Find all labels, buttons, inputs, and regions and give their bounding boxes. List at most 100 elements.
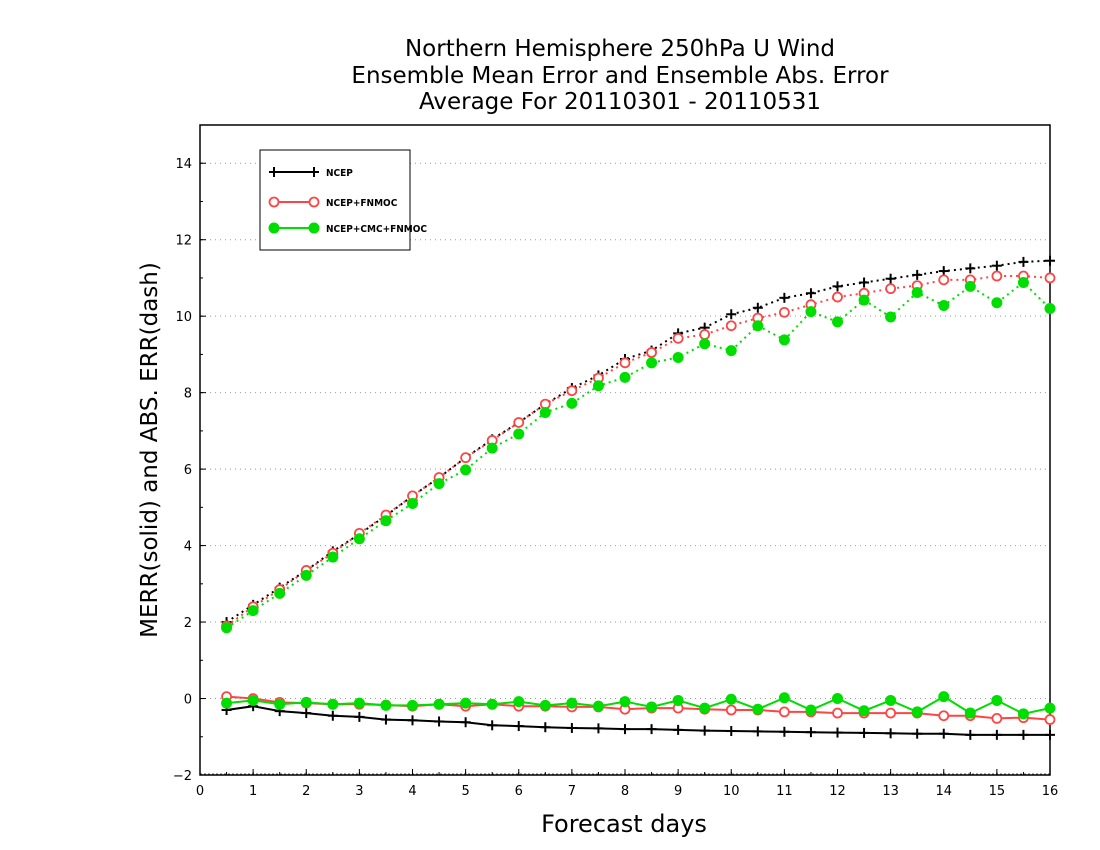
plus-marker [593,723,604,734]
plus-marker [540,722,551,733]
x-tick-label: 13 [882,784,899,799]
legend-label: NCEP+FNMOC [326,198,398,209]
filled-circle-marker [353,697,365,709]
plus-marker [309,167,319,177]
filled-circle-marker [1017,277,1029,289]
plus-marker [460,717,471,728]
filled-circle-marker [752,320,764,332]
open-circle-marker [646,347,657,358]
x-tick-label: 2 [302,784,310,799]
plus-marker [646,724,657,735]
open-circle-marker [885,283,897,295]
plus-marker [699,725,710,736]
legend-label: NCEP [326,168,353,179]
plus-marker [354,711,365,722]
filled-circle-marker [221,697,233,709]
filled-circle-marker [832,316,843,328]
filled-circle-marker [274,698,286,710]
filled-circle-marker [308,222,320,234]
plus-marker [991,729,1002,740]
series-ncep [221,255,1055,740]
x-tick-label: 16 [1042,784,1059,799]
x-tick-label: 15 [989,784,1006,799]
plus-marker [269,167,279,177]
open-circle-marker [513,417,525,428]
x-axis-label: Forecast days [541,810,707,838]
x-tick-label: 10 [723,784,740,799]
y-tick-label: 10 [175,310,192,325]
filled-circle-marker [646,701,658,713]
plus-marker [912,728,923,739]
series-ncep-fnmoc [221,270,1056,725]
legend-label: NCEP+CMC+FNMOC [326,224,427,235]
filled-circle-marker [725,345,737,357]
filled-circle-marker [221,622,233,634]
plus-marker [1018,256,1029,267]
filled-circle-marker [300,696,312,708]
filled-circle-marker [592,700,604,712]
open-circle-marker [1044,714,1056,725]
filled-circle-marker [672,694,684,706]
y-tick-label: −2 [173,769,192,784]
filled-circle-marker [964,707,976,719]
open-circle-marker [725,320,737,332]
plus-marker [938,266,949,277]
open-circle-marker [832,707,843,719]
filled-circle-marker [832,693,843,705]
plus-marker [859,727,870,738]
plus-marker [566,722,577,733]
x-tick-label: 8 [621,784,629,799]
series-group [221,255,1056,740]
filled-circle-marker [274,587,286,599]
filled-circle-marker [938,299,950,311]
plus-marker [859,277,870,288]
open-circle-marker [268,196,280,208]
abs-err-line [226,259,1051,623]
filled-circle-marker [460,697,472,709]
plus-marker [885,728,896,739]
plus-marker [673,724,684,735]
filled-circle-marker [778,334,790,346]
filled-circle-marker [300,569,312,581]
filled-circle-marker [486,698,498,710]
plus-marker [965,263,976,274]
legend-entry: NCEP+FNMOC [268,196,398,209]
plus-marker [912,269,923,280]
plus-marker [434,716,445,727]
plus-marker [805,727,816,738]
y-tick-label: 14 [175,157,192,172]
filled-circle-marker [539,407,551,419]
filled-circle-marker [247,605,259,617]
filled-circle-marker [1044,303,1056,315]
x-tick-label: 0 [196,784,204,799]
open-circle-marker [991,713,1003,724]
open-circle-marker [778,706,790,718]
open-circle-marker [991,270,1003,282]
plus-marker [380,714,391,725]
filled-circle-marker [646,357,658,369]
chart-title-line-1: Northern Hemisphere 250hPa U Wind [404,36,836,62]
plus-marker [965,729,976,740]
open-circle-marker [1044,272,1056,284]
y-tick-label: 6 [184,463,192,478]
plus-marker [620,724,630,735]
open-circle-marker [885,707,897,719]
filled-circle-marker [964,280,976,292]
filled-circle-marker [566,397,578,409]
y-tick-label: 12 [175,234,192,249]
plus-marker [885,273,896,284]
grid-lines [200,162,1050,775]
x-tick-label: 5 [461,784,469,799]
filled-circle-marker [778,692,790,704]
plus-marker [1045,729,1055,740]
filled-circle-marker [911,706,923,718]
plus-marker [726,309,737,320]
abs-err-line [226,275,1051,627]
x-tick-label: 6 [515,784,523,799]
filled-circle-marker [513,696,525,708]
filled-circle-marker [486,442,498,454]
y-tick-label: 0 [184,693,192,708]
plus-marker [407,715,418,726]
x-tick-label: 11 [776,784,793,799]
